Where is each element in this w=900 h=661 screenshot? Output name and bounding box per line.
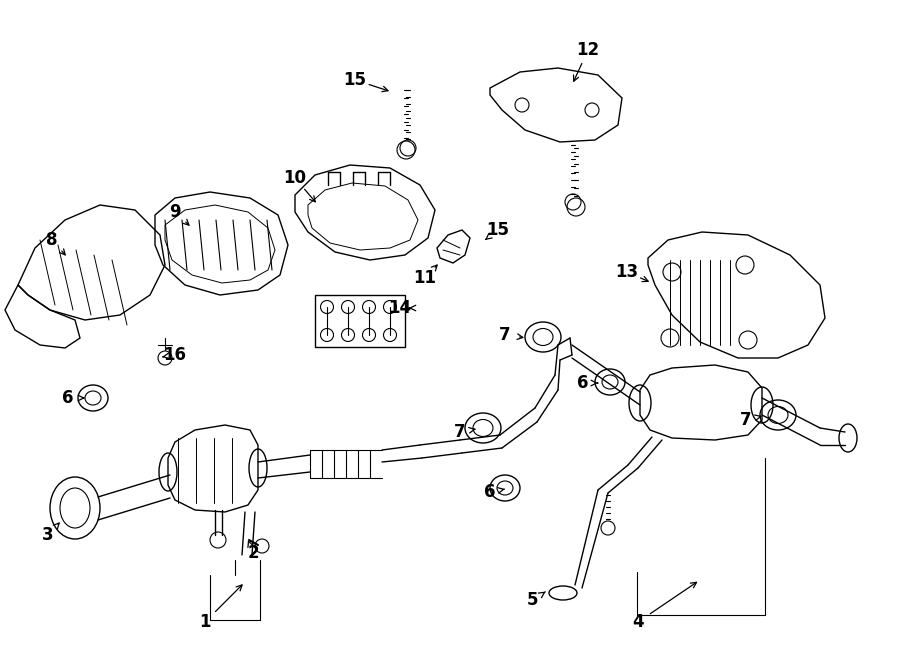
Text: 6: 6 <box>577 374 589 392</box>
Text: 15: 15 <box>344 71 366 89</box>
Text: 9: 9 <box>169 203 181 221</box>
Text: 3: 3 <box>42 526 54 544</box>
Text: 16: 16 <box>164 346 186 364</box>
Text: 12: 12 <box>576 41 599 59</box>
Text: 10: 10 <box>284 169 307 187</box>
Text: 15: 15 <box>487 221 509 239</box>
Text: 1: 1 <box>199 613 211 631</box>
Bar <box>315 295 405 347</box>
Text: 6: 6 <box>484 483 496 501</box>
Text: 14: 14 <box>389 299 411 317</box>
Text: 4: 4 <box>632 613 644 631</box>
Text: 11: 11 <box>413 269 436 287</box>
Text: 5: 5 <box>527 591 539 609</box>
Text: 2: 2 <box>248 544 259 562</box>
Text: 6: 6 <box>62 389 74 407</box>
Text: 13: 13 <box>616 263 639 281</box>
Text: 7: 7 <box>740 411 752 429</box>
Text: 7: 7 <box>500 326 511 344</box>
Text: 8: 8 <box>46 231 58 249</box>
Text: 7: 7 <box>454 423 466 441</box>
